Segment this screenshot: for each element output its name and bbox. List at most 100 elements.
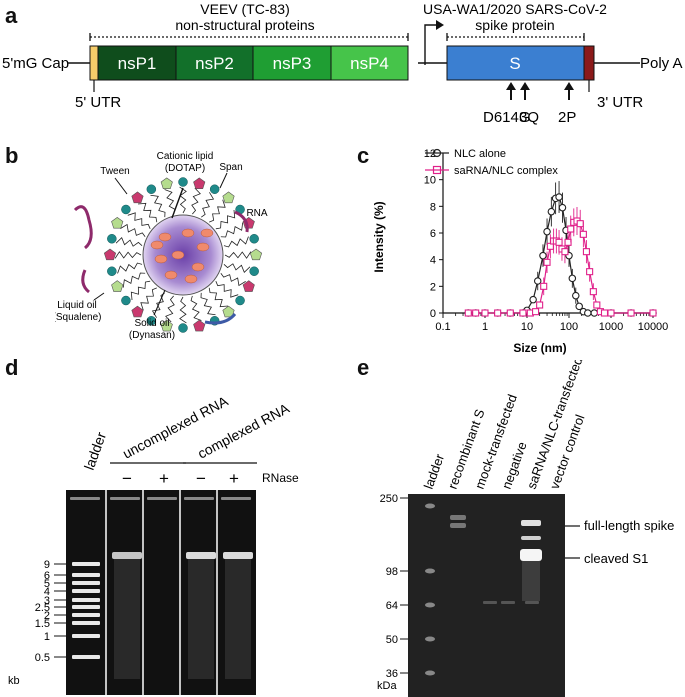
construct-diagram: VEEV (TC-83) non-structural proteins USA… (2, 1, 683, 126)
kda-tick-label: 64 (386, 600, 398, 612)
data-point (543, 227, 551, 236)
mutation-d614g: D614G (483, 109, 531, 126)
data-point (464, 309, 472, 317)
data-point (589, 288, 597, 296)
panel-label-e: e (357, 355, 370, 380)
nsp-box-1 (97, 45, 177, 81)
data-point (519, 309, 527, 317)
ladder-band (72, 581, 100, 585)
rna-smear (188, 559, 214, 679)
data-point (575, 302, 583, 311)
s-box (446, 45, 585, 81)
rna-smear (114, 559, 140, 679)
dls-chart: 0 2 4 6 8 10 12 0.1 1 10 100 1000 10000 Intensity (%… (372, 148, 668, 355)
data-point (590, 309, 599, 317)
label-solid-oil: Solid oil (134, 318, 169, 329)
legend-sarna-nlc: saRNA/NLC complex (454, 165, 558, 177)
panel-label-d: d (5, 355, 19, 380)
chart-series (464, 181, 657, 317)
y-tick-label: 2 (430, 281, 436, 293)
y-tick-label: 8 (430, 201, 436, 213)
mutation-arrow-2p (564, 82, 574, 100)
kb-tick-label: 1 (44, 631, 50, 643)
data-point (627, 309, 635, 317)
y-tick-label: 6 (430, 228, 436, 240)
data-point (561, 248, 569, 256)
s-label: S (509, 54, 520, 73)
y-tick-label: 12 (424, 148, 436, 160)
ladder-band (72, 613, 100, 617)
kda-tick-label: 50 (386, 634, 398, 646)
utr3-label: 3' UTR (597, 94, 643, 111)
nsp-label-4: nsP4 (350, 54, 389, 73)
y-tick-label: 10 (424, 175, 436, 187)
series-line-1 (468, 220, 653, 314)
ladder-band (425, 602, 435, 608)
ladder-band (425, 636, 435, 642)
data-point (649, 309, 657, 317)
kb-tick-label: 9 (44, 559, 50, 571)
sign-lane3: + (159, 469, 169, 488)
data-point (547, 207, 556, 216)
label-span: Span (219, 162, 242, 173)
kb-tick-label: 1.5 (35, 618, 50, 630)
series-line-0 (468, 196, 653, 314)
annotation-cleaved-s1: cleaved S1 (584, 551, 648, 566)
rna-band (223, 552, 253, 559)
ladder-band (72, 655, 100, 659)
panel-label-a: a (5, 3, 18, 28)
data-point (494, 309, 502, 317)
label-squalene: (Squalene) (55, 312, 101, 323)
legend-nlc-alone: NLC alone (454, 148, 506, 160)
kb-tick-label: 3 (44, 595, 50, 607)
rnase-label: RNase (262, 471, 299, 485)
sign-lane4: − (196, 469, 206, 488)
panel-label-b: b (5, 143, 19, 168)
nsp-box-4 (330, 45, 409, 81)
y-tick-label: 0 (430, 308, 436, 320)
ladder-band (425, 503, 435, 509)
data-point (539, 251, 547, 260)
x-tick-label: 100 (560, 321, 578, 333)
data-point (582, 248, 590, 256)
annotation-full-length-spike: full-length spike (584, 518, 674, 533)
kb-tick-label: 6 (44, 570, 50, 582)
cap-label: 5'mG Cap (2, 55, 69, 72)
mutation-2p: 2P (558, 109, 576, 126)
veev-title: VEEV (TC-83) (200, 1, 289, 17)
ladder-band (72, 605, 100, 609)
data-point (536, 301, 544, 309)
nsp-boxes: nsP1 nsP2 nsP3 nsP4 (97, 45, 409, 81)
kda-unit: kDa (377, 680, 397, 692)
spike-title: USA-WA1/2020 SARS-CoV-2 (423, 1, 607, 17)
data-point (586, 268, 594, 276)
x-axis-label: Size (nm) (513, 341, 566, 355)
utr5-box (89, 45, 99, 81)
label-dynasan: (Dynasan) (129, 330, 175, 341)
data-point (584, 309, 592, 317)
label-liquid-oil: Liquid oil (57, 300, 96, 311)
sign-lane2: − (122, 469, 132, 488)
rna-band (186, 552, 216, 559)
ladder-band (72, 562, 100, 566)
utr5-label: 5' UTR (75, 94, 121, 111)
label-tween: Tween (100, 166, 129, 177)
poly-a-label: Poly A (640, 55, 683, 72)
kb-tick-label: 4 (44, 586, 50, 598)
sign-lane5: + (229, 469, 239, 488)
data-point (555, 238, 563, 246)
ladder-label-d: ladder (81, 430, 109, 472)
legend: NLC alone saRNA/NLC complex (425, 148, 558, 177)
data-point (555, 193, 563, 201)
blot-bands (425, 503, 542, 676)
kb-tick-label: 2 (44, 610, 50, 622)
ladder-band (72, 634, 100, 638)
x-tick-label: 1 (482, 321, 488, 333)
data-point (558, 203, 567, 212)
data-point (567, 225, 575, 233)
rna-band (112, 552, 142, 559)
full-length-spike-band (521, 520, 541, 526)
data-point (564, 238, 572, 246)
label-dotap: (DOTAP) (165, 163, 205, 174)
